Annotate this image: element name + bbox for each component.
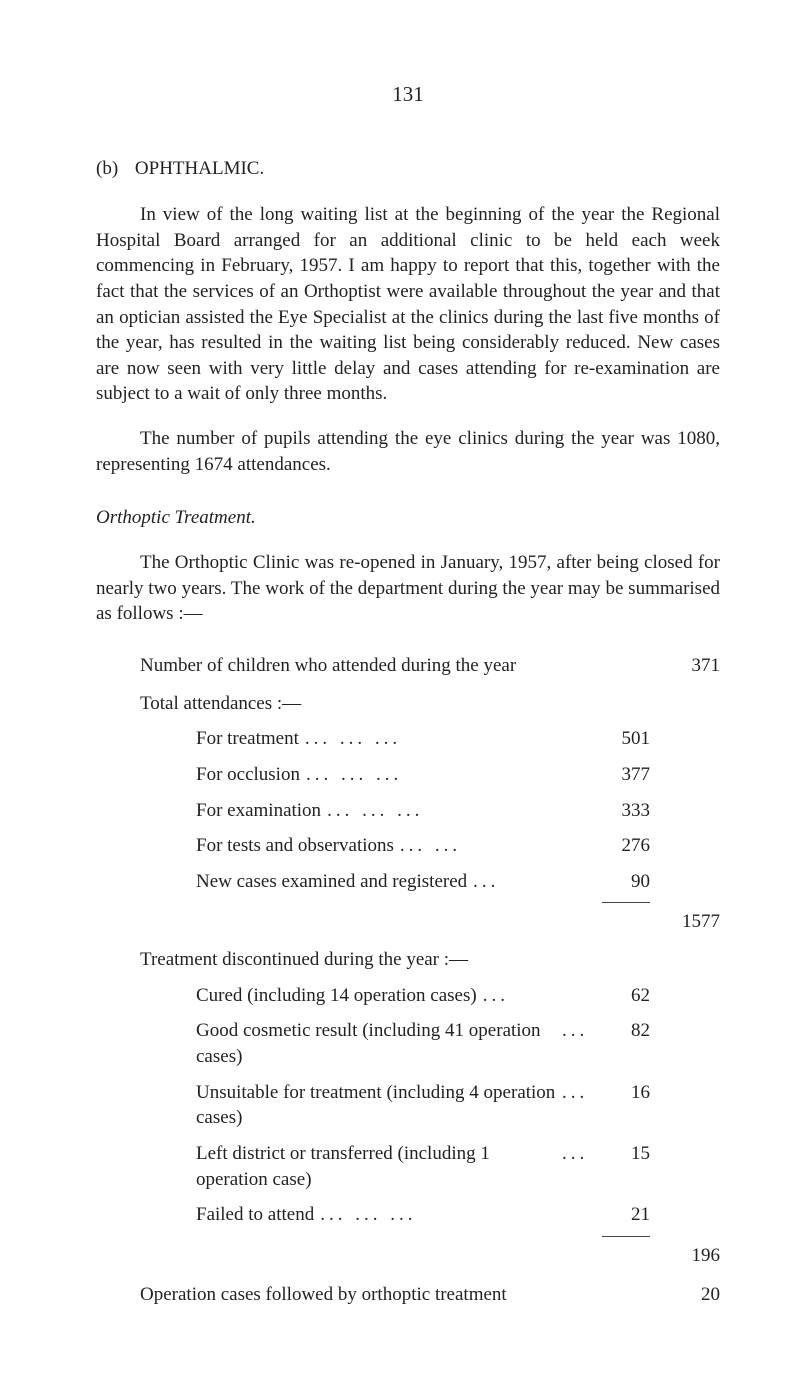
subheading-orthoptic: Orthoptic Treatment. bbox=[96, 505, 720, 531]
row-label: For occlusion bbox=[96, 762, 300, 788]
row-attendance-total: 1577 bbox=[96, 909, 720, 935]
row-total: 196 bbox=[650, 1243, 720, 1269]
row-value: 62 bbox=[594, 983, 650, 1009]
row-attendance: For tests and observations ... ... 276 bbox=[96, 833, 720, 859]
dots: ... ... ... bbox=[299, 726, 594, 752]
page-number: 131 bbox=[96, 80, 720, 108]
paragraph-1: In view of the long waiting list at the … bbox=[96, 202, 720, 407]
row-value: 16 bbox=[594, 1080, 650, 1106]
section-label: (b) bbox=[96, 158, 118, 179]
treatment-dc-header: Treatment discontinued during the year :… bbox=[96, 947, 720, 973]
row-label: For treatment bbox=[96, 726, 299, 752]
subtotal-rule bbox=[602, 902, 650, 903]
row-value: 15 bbox=[594, 1141, 650, 1167]
row-value: 90 bbox=[594, 869, 650, 895]
paragraph-3: The Orthoptic Clinic was re-opened in Ja… bbox=[96, 550, 720, 627]
row-label: Good cosmetic result (including 41 opera… bbox=[96, 1018, 556, 1069]
row-treatment-dc: Good cosmetic result (including 41 opera… bbox=[96, 1018, 720, 1069]
dots: ... ... ... bbox=[556, 1080, 594, 1106]
row-value: 377 bbox=[594, 762, 650, 788]
row-label: Left district or transferred (including … bbox=[96, 1141, 556, 1192]
row-value: 21 bbox=[594, 1202, 650, 1228]
row-treatment-dc: Cured (including 14 operation cases) ...… bbox=[96, 983, 720, 1009]
row-treatment-dc: Left district or transferred (including … bbox=[96, 1141, 720, 1192]
row-attendance: For examination ... ... ... 333 bbox=[96, 798, 720, 824]
dots: ... bbox=[477, 983, 594, 1009]
row-label: Failed to attend bbox=[96, 1202, 314, 1228]
row-children-attended: Number of children who attended during t… bbox=[96, 653, 720, 679]
row-label: New cases examined and registered bbox=[96, 869, 467, 895]
section-title: OPHTHALMIC. bbox=[135, 158, 264, 179]
dots: ... ... ... bbox=[556, 1141, 594, 1167]
row-total: 371 bbox=[650, 653, 720, 679]
row-label: For tests and observations bbox=[96, 833, 394, 859]
row-treatment-dc: Unsuitable for treatment (including 4 op… bbox=[96, 1080, 720, 1131]
dots: ... ... ... bbox=[321, 798, 594, 824]
row-label: Number of children who attended during t… bbox=[96, 653, 516, 679]
row-treatment-dc: Failed to attend ... ... ... 21 bbox=[96, 1202, 720, 1228]
row-label: For examination bbox=[96, 798, 321, 824]
row-treatment-dc-total: 196 bbox=[96, 1243, 720, 1269]
row-value: 82 bbox=[594, 1018, 650, 1044]
attendances-header: Total attendances :— bbox=[96, 691, 720, 717]
dots: ... ... ... bbox=[300, 762, 594, 788]
dots: ... ... ... bbox=[314, 1202, 594, 1228]
subtotal-rule bbox=[602, 1236, 650, 1237]
row-value: 501 bbox=[594, 726, 650, 752]
row-attendance: For treatment ... ... ... 501 bbox=[96, 726, 720, 752]
row-attendance: For occlusion ... ... ... 377 bbox=[96, 762, 720, 788]
row-total: 20 bbox=[650, 1282, 720, 1308]
row-label: Cured (including 14 operation cases) bbox=[96, 983, 477, 1009]
section-heading: (b) OPHTHALMIC. bbox=[96, 156, 720, 182]
row-value: 333 bbox=[594, 798, 650, 824]
row-attendance: New cases examined and registered ... 90 bbox=[96, 869, 720, 895]
dots: ... ... ... bbox=[556, 1018, 594, 1044]
row-label: Operation cases followed by orthoptic tr… bbox=[96, 1282, 507, 1308]
dots: ... bbox=[467, 869, 594, 895]
paragraph-2: The number of pupils attending the eye c… bbox=[96, 426, 720, 477]
row-value: 276 bbox=[594, 833, 650, 859]
page: 131 (b) OPHTHALMIC. In view of the long … bbox=[0, 0, 800, 1378]
dots: ... ... bbox=[394, 833, 594, 859]
row-operation-cases: Operation cases followed by orthoptic tr… bbox=[96, 1282, 720, 1308]
summary-block: Number of children who attended during t… bbox=[96, 653, 720, 1308]
row-label: Unsuitable for treatment (including 4 op… bbox=[96, 1080, 556, 1131]
row-total: 1577 bbox=[650, 909, 720, 935]
